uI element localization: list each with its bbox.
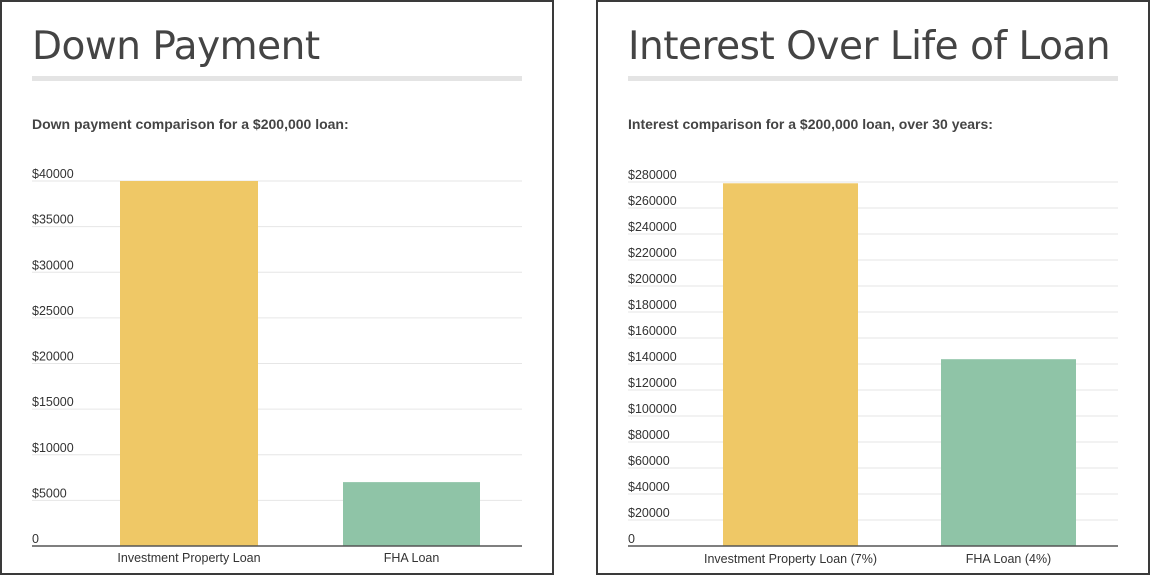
chart-title: Down Payment [32, 24, 320, 69]
y-tick-label: $80000 [628, 428, 670, 442]
y-tick-label: $180000 [628, 298, 677, 312]
y-tick-label: $40000 [32, 167, 74, 181]
x-category-label: FHA Loan [384, 551, 440, 565]
y-tick-label: $30000 [32, 258, 74, 272]
y-tick-label: $280000 [628, 168, 677, 182]
bar-investment-property-loan [120, 181, 258, 546]
y-tick-label: $20000 [628, 506, 670, 520]
bar-fha-loan [343, 482, 480, 546]
y-tick-label: $35000 [32, 213, 74, 227]
y-tick-label: $5000 [32, 486, 67, 500]
chart-subtitle: Interest comparison for a $200,000 loan,… [628, 116, 993, 132]
y-tick-label: $25000 [32, 304, 74, 318]
y-tick-label: $220000 [628, 246, 677, 260]
y-tick-label: $100000 [628, 402, 677, 416]
x-category-label: Investment Property Loan [117, 551, 260, 565]
y-tick-label: $260000 [628, 194, 677, 208]
down-payment-card: Down Payment Down payment comparison for… [0, 0, 554, 575]
title-divider [32, 76, 522, 81]
bar-fha-loan [941, 359, 1076, 546]
title-divider [628, 76, 1118, 81]
y-tick-label: 0 [32, 532, 39, 546]
y-tick-label: $15000 [32, 395, 74, 409]
chart-subtitle: Down payment comparison for a $200,000 l… [32, 116, 349, 132]
x-category-label: Investment Property Loan (7%) [704, 552, 877, 566]
chart-title: Interest Over Life of Loan [628, 24, 1111, 69]
bar-investment-property-loan [723, 183, 858, 547]
y-tick-label: $120000 [628, 376, 677, 390]
y-tick-label: 0 [628, 532, 635, 546]
interest-bar-chart: 0 $20000 $40000 $60000 $80000 $100000 $120000 $… [628, 168, 1118, 566]
y-tick-label: $20000 [32, 350, 74, 364]
y-tick-label: $10000 [32, 441, 74, 455]
y-tick-label: $140000 [628, 350, 677, 364]
interest-card: Interest Over Life of Loan Interest comp… [596, 0, 1150, 575]
x-category-label: FHA Loan (4%) [966, 552, 1051, 566]
y-tick-label: $240000 [628, 220, 677, 234]
y-tick-label: $40000 [628, 480, 670, 494]
y-tick-label: $160000 [628, 324, 677, 338]
down-payment-bar-chart: 0 $5000 $10000 $15000 $20000 $25000 $30000 $350… [32, 167, 522, 565]
y-tick-label: $200000 [628, 272, 677, 286]
y-tick-label: $60000 [628, 454, 670, 468]
